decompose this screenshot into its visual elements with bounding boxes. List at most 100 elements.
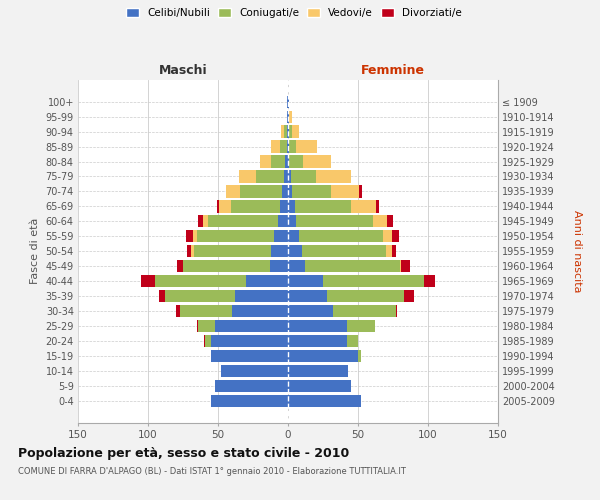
Bar: [331, 186, 359, 198]
Bar: [197, 230, 274, 242]
Bar: [217, 200, 220, 212]
Bar: [204, 335, 205, 347]
Bar: [165, 290, 235, 302]
Bar: [241, 186, 283, 198]
Bar: [347, 320, 375, 332]
Bar: [304, 156, 331, 168]
Bar: [280, 200, 288, 212]
Bar: [400, 260, 401, 272]
Bar: [220, 200, 230, 212]
Bar: [187, 245, 191, 258]
Bar: [284, 170, 288, 182]
Bar: [280, 140, 287, 152]
Bar: [283, 186, 288, 198]
Bar: [291, 170, 316, 182]
Bar: [288, 350, 358, 362]
Bar: [347, 335, 358, 347]
Bar: [226, 186, 241, 198]
Bar: [392, 230, 398, 242]
Bar: [288, 126, 289, 138]
Bar: [305, 260, 400, 272]
Y-axis label: Fasce di età: Fasce di età: [30, 218, 40, 284]
Bar: [299, 230, 383, 242]
Bar: [281, 126, 284, 138]
Bar: [141, 275, 155, 287]
Bar: [292, 186, 331, 198]
Bar: [288, 380, 351, 392]
Text: Popolazione per età, sesso e stato civile - 2010: Popolazione per età, sesso e stato civil…: [18, 448, 349, 460]
Bar: [211, 350, 288, 362]
Bar: [288, 156, 289, 168]
Bar: [288, 96, 289, 108]
Text: Maschi: Maschi: [158, 64, 208, 78]
Bar: [292, 126, 299, 138]
Bar: [288, 260, 305, 272]
Bar: [203, 215, 208, 228]
Bar: [180, 305, 232, 317]
Bar: [159, 290, 165, 302]
Bar: [396, 305, 397, 317]
Bar: [215, 320, 288, 332]
Bar: [323, 275, 424, 287]
Bar: [287, 110, 288, 123]
Bar: [288, 275, 323, 287]
Bar: [230, 200, 280, 212]
Bar: [235, 290, 288, 302]
Bar: [288, 230, 299, 242]
Bar: [256, 170, 284, 182]
Text: COMUNE DI FARRA D'ALPAGO (BL) - Dati ISTAT 1° gennaio 2010 - Elaborazione TUTTIT: COMUNE DI FARRA D'ALPAGO (BL) - Dati IST…: [18, 468, 406, 476]
Bar: [327, 290, 404, 302]
Bar: [278, 215, 288, 228]
Bar: [271, 245, 288, 258]
Bar: [295, 200, 351, 212]
Bar: [358, 350, 361, 362]
Bar: [376, 200, 379, 212]
Bar: [401, 260, 410, 272]
Bar: [289, 140, 296, 152]
Bar: [284, 126, 287, 138]
Bar: [289, 110, 292, 123]
Bar: [296, 140, 317, 152]
Bar: [289, 126, 292, 138]
Bar: [316, 170, 351, 182]
Bar: [193, 230, 197, 242]
Bar: [194, 245, 271, 258]
Bar: [296, 215, 373, 228]
Text: Femmine: Femmine: [361, 64, 425, 78]
Bar: [288, 394, 361, 407]
Bar: [424, 275, 435, 287]
Bar: [178, 260, 183, 272]
Bar: [221, 365, 288, 377]
Bar: [271, 156, 285, 168]
Bar: [392, 245, 396, 258]
Bar: [386, 245, 392, 258]
Bar: [288, 290, 327, 302]
Bar: [288, 215, 296, 228]
Bar: [274, 230, 288, 242]
Y-axis label: Anni di nascita: Anni di nascita: [572, 210, 582, 292]
Bar: [404, 290, 414, 302]
Bar: [176, 305, 180, 317]
Bar: [155, 275, 246, 287]
Bar: [302, 245, 386, 258]
Bar: [288, 320, 347, 332]
Bar: [270, 260, 288, 272]
Bar: [288, 140, 289, 152]
Bar: [205, 335, 211, 347]
Bar: [359, 186, 362, 198]
Bar: [199, 320, 215, 332]
Bar: [288, 245, 302, 258]
Bar: [285, 156, 288, 168]
Bar: [208, 215, 278, 228]
Bar: [232, 305, 288, 317]
Bar: [215, 380, 288, 392]
Bar: [287, 140, 288, 152]
Bar: [287, 126, 288, 138]
Bar: [288, 305, 333, 317]
Bar: [186, 230, 193, 242]
Bar: [199, 215, 203, 228]
Bar: [260, 156, 271, 168]
Bar: [191, 245, 194, 258]
Bar: [288, 110, 289, 123]
Bar: [239, 170, 256, 182]
